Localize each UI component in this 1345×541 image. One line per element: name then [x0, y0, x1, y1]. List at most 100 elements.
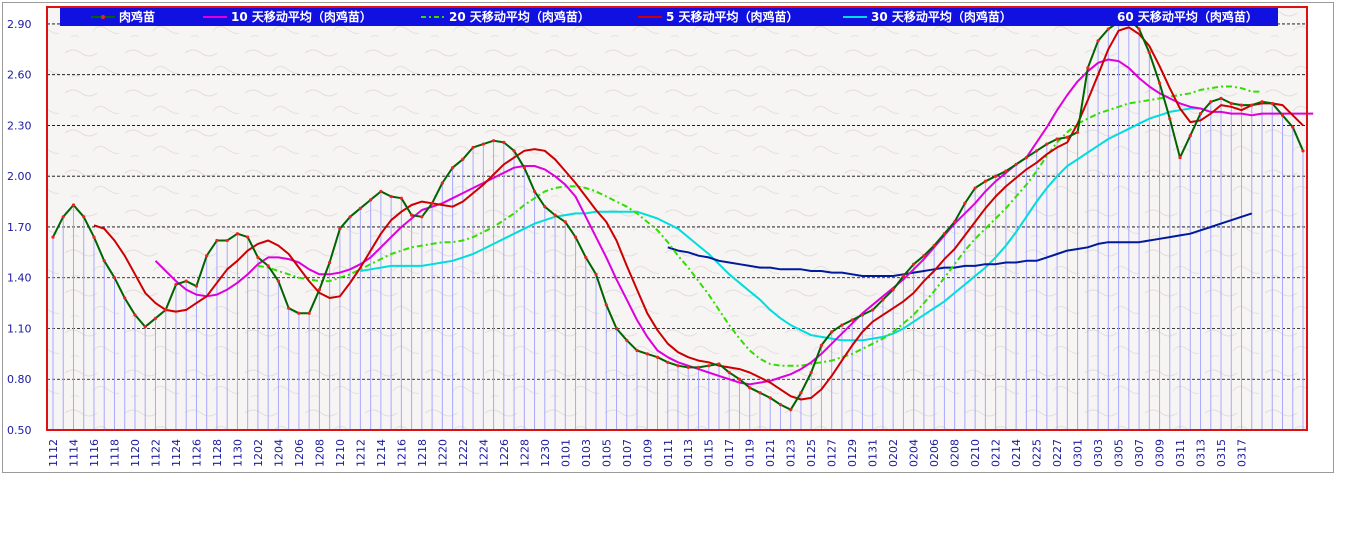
data-point	[522, 166, 526, 170]
data-point	[246, 235, 250, 239]
data-point	[1178, 155, 1182, 160]
legend-label: 30 天移动平均（肉鸡苗）	[871, 9, 1012, 24]
data-point	[133, 313, 137, 317]
data-point	[584, 255, 588, 260]
data-point	[881, 298, 885, 302]
y-axis: 0.50 0.80 1.10 1.40 1.70 2.00 2.30 2.60 2.90	[7, 18, 32, 437]
data-point	[287, 306, 291, 310]
data-point	[1260, 100, 1264, 104]
data-point	[461, 157, 465, 161]
x-tick-label: 0212	[990, 439, 1003, 467]
data-point	[871, 308, 875, 312]
data-point	[614, 326, 619, 331]
data-point	[686, 365, 690, 369]
x-tick-label: 0113	[682, 439, 695, 467]
x-tick-label: 0109	[641, 439, 654, 467]
legend-label: 5 天移动平均（肉鸡苗）	[666, 9, 799, 24]
data-point	[932, 243, 936, 248]
data-point	[1096, 39, 1100, 43]
data-point	[1168, 117, 1172, 121]
data-point	[266, 264, 270, 268]
x-tick-label: 0214	[1010, 439, 1023, 467]
y-tick-label: 2.60	[7, 69, 32, 82]
x-tick-label: 0125	[805, 439, 818, 467]
data-point	[840, 323, 844, 327]
x-tick-label: 0103	[580, 439, 593, 467]
x-tick-label: 1116	[88, 439, 101, 467]
y-tick-label: 2.30	[7, 119, 32, 132]
x-tick-label: 0307	[1133, 439, 1146, 467]
data-point	[625, 338, 629, 342]
series-lines	[52, 17, 1314, 411]
data-point	[748, 386, 752, 390]
legend-label: 肉鸡苗	[119, 9, 155, 24]
x-tick-label: 0227	[1051, 439, 1064, 467]
x-tick-label: 0127	[826, 439, 839, 467]
x-tick-label: 1228	[518, 439, 531, 467]
x-tick-label: 0301	[1072, 439, 1085, 467]
data-point	[963, 201, 967, 205]
data-point	[1250, 103, 1254, 107]
x-tick-label: 1226	[498, 439, 511, 467]
x-tick-label: 0313	[1195, 439, 1208, 467]
data-point	[358, 206, 362, 210]
data-point	[604, 303, 608, 307]
x-tick-label: 0101	[559, 439, 572, 467]
data-point	[994, 174, 998, 178]
data-point	[379, 189, 383, 194]
series-line	[257, 85, 1262, 367]
data-point	[399, 196, 403, 200]
data-point	[471, 145, 475, 150]
x-tick-label: 0131	[867, 439, 880, 467]
data-point	[1188, 133, 1192, 138]
data-point	[348, 215, 352, 219]
x-tick-label: 1130	[231, 439, 244, 467]
legend-swatch-dot	[101, 15, 105, 19]
data-point	[297, 311, 301, 315]
data-point	[553, 213, 557, 217]
data-point	[1219, 96, 1223, 100]
data-point	[481, 142, 485, 146]
data-point	[235, 232, 240, 236]
x-tick-label: 1214	[375, 439, 388, 467]
data-point	[1147, 51, 1151, 55]
data-point	[307, 311, 311, 315]
data-point	[1065, 135, 1069, 139]
x-tick-label: 0208	[949, 439, 962, 467]
legend: 肉鸡苗 10 天移动平均（肉鸡苗） 20 天移动平均（肉鸡苗） 5 天移动平均（肉鸡苗…	[60, 8, 1278, 26]
x-tick-label: 1128	[211, 439, 224, 467]
y-tick-label: 1.40	[7, 272, 32, 285]
data-point	[717, 362, 721, 366]
data-point	[953, 220, 957, 224]
data-point	[1301, 149, 1305, 153]
data-point	[676, 364, 680, 368]
data-point	[594, 272, 598, 276]
data-point	[1055, 137, 1059, 141]
data-point	[123, 296, 127, 300]
x-tick-label: 1202	[252, 439, 265, 467]
data-point	[410, 213, 414, 217]
data-point	[502, 140, 506, 144]
data-point	[768, 396, 772, 400]
x-tick-label: 0111	[662, 439, 675, 467]
data-point	[369, 198, 373, 202]
x-tick-label: 0210	[969, 439, 982, 467]
data-point	[102, 259, 106, 263]
data-point	[215, 238, 219, 243]
data-point	[799, 391, 803, 395]
data-point	[92, 235, 96, 239]
price-dots	[51, 17, 1305, 412]
x-tick-label: 1212	[354, 439, 367, 467]
data-point	[809, 370, 813, 375]
data-point	[256, 255, 260, 260]
series-line	[360, 107, 1201, 342]
data-point	[912, 262, 916, 266]
data-point	[573, 235, 578, 239]
y-tick-label: 1.70	[7, 221, 32, 234]
data-point	[727, 370, 731, 375]
x-tick-label: 0115	[703, 439, 716, 467]
data-point	[850, 318, 854, 322]
data-point	[922, 254, 926, 258]
data-point	[778, 403, 783, 407]
x-tick-label: 1112	[47, 439, 60, 467]
